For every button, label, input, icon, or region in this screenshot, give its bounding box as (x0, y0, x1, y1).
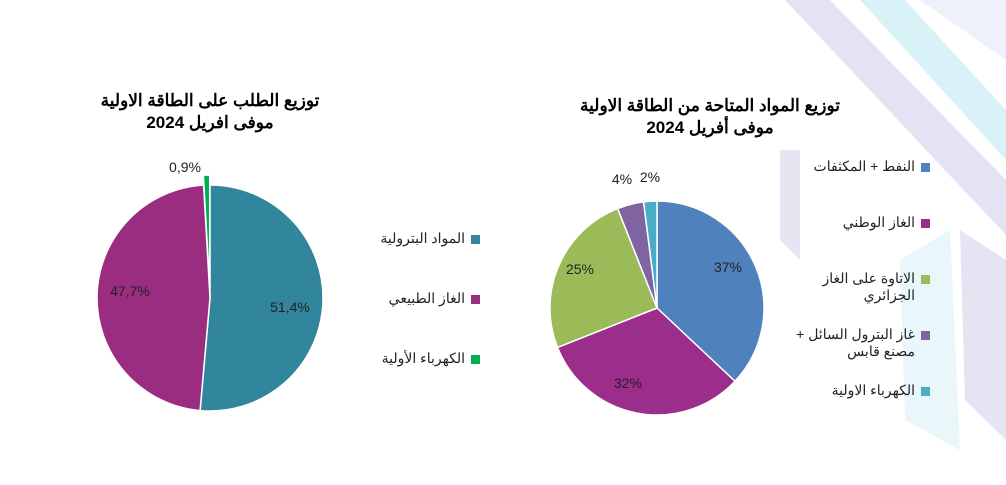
chart2-slice-2 (549, 207, 658, 349)
legend-swatch (921, 331, 930, 340)
chart2-slice-1 (556, 307, 737, 416)
legend-swatch (921, 219, 930, 228)
legend-label: الغاز الوطني (842, 214, 915, 230)
chart1-data-label-1: 47,7% (110, 283, 150, 299)
legend-label: الغاز الطبيعي (388, 290, 465, 306)
chart1-title: توزيع الطلب على الطاقة الاولية موفى افري… (60, 90, 360, 134)
legend-swatch (921, 163, 930, 172)
legend-label: غاز البترول السائل + مصنع قابس (796, 326, 915, 359)
chart2-slice-0 (656, 200, 765, 383)
chart2-legend: النفط + المكثفات الغاز الوطني الاتاوة على … (780, 158, 930, 398)
legend-swatch (921, 387, 930, 396)
chart2-legend-item: غاز البترول السائل + مصنع قابس (780, 326, 930, 360)
chart1-legend-item: الكهرباء الأولية (382, 350, 480, 367)
chart2-legend-item: الكهرباء الاولية (832, 382, 930, 399)
chart1-slice-0 (199, 184, 324, 412)
chart1-slice-1 (96, 184, 211, 412)
chart1-title-line: توزيع الطلب على الطاقة الاولية (100, 91, 320, 110)
chart2-subtitle: موفى أفريل 2024 (646, 118, 774, 137)
legend-swatch (471, 355, 480, 364)
chart1-data-label-0: 51,4% (270, 299, 310, 315)
chart1-subtitle: موفى افريل 2024 (146, 113, 274, 132)
legend-label: النفط + المكثفات (813, 158, 915, 174)
legend-swatch (471, 235, 480, 244)
chart2-legend-item: الاتاوة على الغاز الجزائري (780, 270, 930, 304)
chart2-legend-item: الغاز الوطني (843, 214, 930, 231)
chart2-title-line: توزيع المواد المتاحة من الطاقة الاولية (580, 96, 840, 115)
chart2-slice-4 (642, 200, 658, 309)
legend-label: المواد البترولية (380, 230, 465, 246)
chart2-data-label-1: 32% (614, 375, 642, 391)
chart2-legend-item: النفط + المكثفات (814, 158, 930, 175)
chart1-legend: المواد البترولية الغاز الطبيعي الكهرباء ال… (340, 230, 480, 370)
chart1-legend-item: الغاز الطبيعي (389, 290, 480, 307)
chart2-data-label-2: 25% (566, 261, 594, 277)
chart2-title: توزيع المواد المتاحة من الطاقة الاولية م… (560, 95, 860, 139)
legend-swatch (921, 275, 930, 284)
chart1-legend-item: المواد البترولية (380, 230, 480, 247)
chart2-data-label-3: 4% (612, 171, 632, 187)
legend-swatch (471, 295, 480, 304)
chart2-data-label-4: 2% (640, 169, 660, 185)
chart1-data-label-2: 0,9% (169, 159, 201, 175)
chart2-data-label-0: 37% (714, 259, 742, 275)
chart1-slice-2 (202, 174, 211, 289)
legend-label: الكهرباء الأولية (381, 350, 465, 366)
legend-label: الكهرباء الاولية (831, 382, 915, 398)
legend-label: الاتاوة على الغاز الجزائري (822, 270, 915, 303)
